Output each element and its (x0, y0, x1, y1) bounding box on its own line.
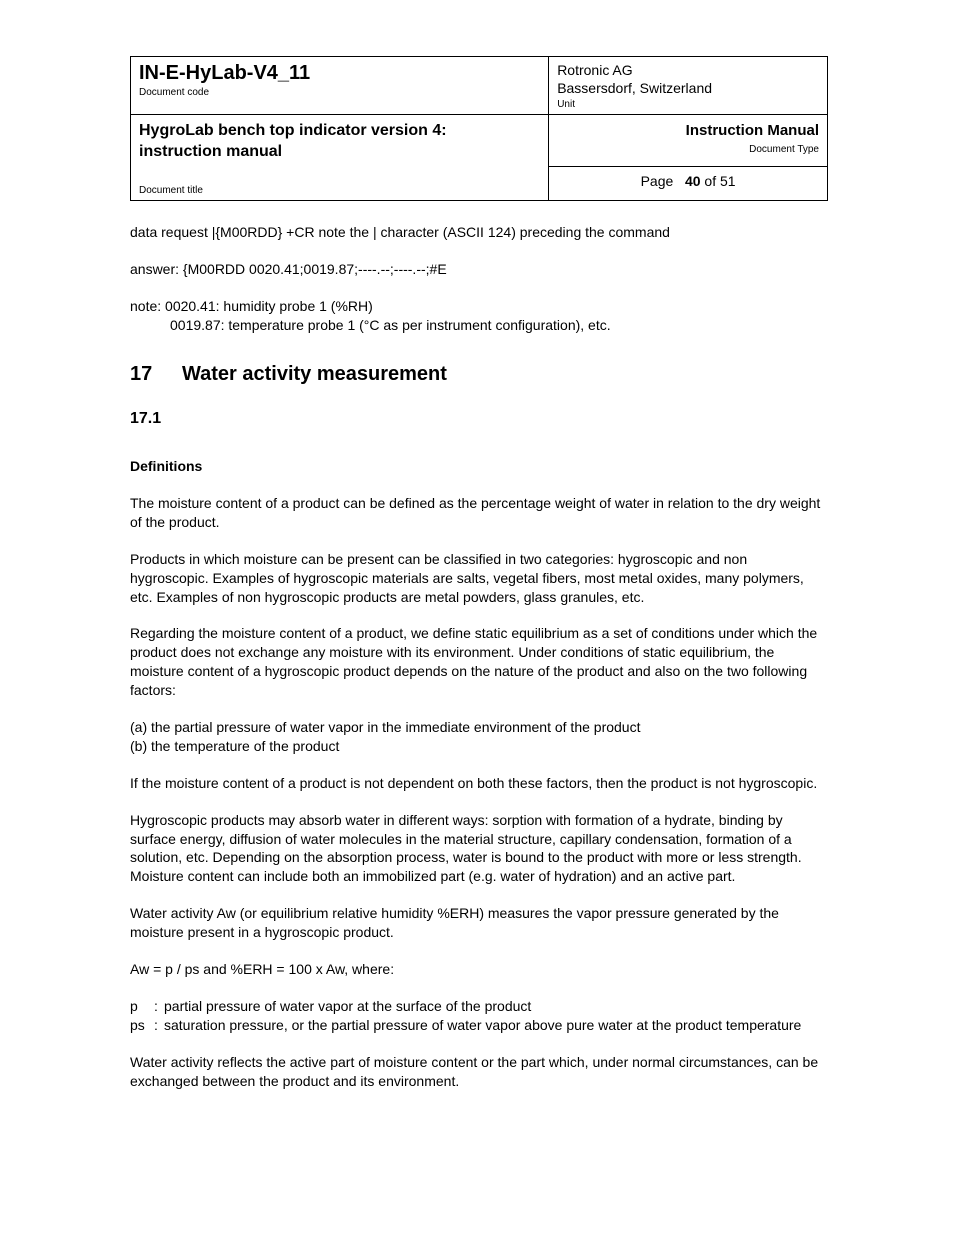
header-table: IN-E-HyLab-V4_11 Document code Rotronic … (130, 56, 828, 201)
doc-title-line2: instruction manual (139, 142, 540, 163)
section-heading: 17Water activity measurement (130, 361, 828, 388)
company-line1: Rotronic AG (557, 61, 819, 79)
page-current: 40 (685, 173, 701, 189)
paragraph-1: The moisture content of a product can be… (130, 494, 828, 532)
header-cell-manual: Instruction Manual Document Type (549, 115, 828, 167)
paragraph-9: Water activity reflects the active part … (130, 1053, 828, 1091)
data-request-line: data request |{M00RDD} +CR note the | ch… (130, 223, 828, 242)
symbol-ps-desc: saturation pressure, or the partial pres… (164, 1016, 828, 1035)
doc-code-label: Document code (139, 87, 540, 98)
page-of: of 51 (701, 173, 736, 189)
definitions-heading: Definitions (130, 457, 828, 476)
header-cell-doctitle: HygroLab bench top indicator version 4: … (131, 115, 549, 201)
paragraph-7: Water activity Aw (or equilibrium relati… (130, 904, 828, 942)
instruction-manual: Instruction Manual (557, 121, 819, 141)
answer-line: answer: {M00RDD 0020.41;0019.87;----.--;… (130, 260, 828, 279)
note-block: note: 0020.41: humidity probe 1 (%RH) 00… (130, 297, 828, 335)
document-page: IN-E-HyLab-V4_11 Document code Rotronic … (0, 0, 954, 1235)
paragraph-5: If the moisture content of a product is … (130, 774, 828, 793)
doc-code: IN-E-HyLab-V4_11 (139, 61, 540, 85)
colon: : (154, 1016, 164, 1035)
body-content: data request |{M00RDD} +CR note the | ch… (130, 223, 828, 1091)
factors-list: (a) the partial pressure of water vapor … (130, 718, 828, 756)
paragraph-8: Aw = p / ps and %ERH = 100 x Aw, where: (130, 960, 828, 979)
unit-label: Unit (557, 99, 819, 110)
doc-title-line1: HygroLab bench top indicator version 4: (139, 121, 540, 142)
doc-title-label: Document title (139, 185, 540, 196)
header-cell-doccode: IN-E-HyLab-V4_11 Document code (131, 57, 549, 115)
symbol-definitions: p : partial pressure of water vapor at t… (130, 997, 828, 1035)
section-title: Water activity measurement (182, 363, 447, 385)
note-line1: note: 0020.41: humidity probe 1 (%RH) (130, 297, 828, 316)
definitions-body: The moisture content of a product can be… (130, 494, 828, 1090)
header-cell-company: Rotronic AG Bassersdorf, Switzerland Uni… (549, 57, 828, 115)
factor-b: (b) the temperature of the product (130, 737, 828, 756)
symbol-row-ps: ps : saturation pressure, or the partial… (130, 1016, 828, 1035)
document-type-label: Document Type (557, 144, 819, 155)
symbol-p-desc: partial pressure of water vapor at the s… (164, 997, 828, 1016)
paragraph-2: Products in which moisture can be presen… (130, 550, 828, 607)
section-number: 17 (130, 361, 182, 388)
symbol-row-p: p : partial pressure of water vapor at t… (130, 997, 828, 1016)
note-line2: 0019.87: temperature probe 1 (°C as per … (130, 316, 828, 335)
header-cell-page: Page 40 of 51 (549, 167, 828, 201)
paragraph-6: Hygroscopic products may absorb water in… (130, 811, 828, 887)
subsection-heading: 17.1 (130, 408, 828, 430)
symbol-p: p (130, 997, 154, 1016)
paragraph-3: Regarding the moisture content of a prod… (130, 624, 828, 700)
page-indicator: Page 40 of 51 (557, 173, 819, 189)
page-label: Page (641, 173, 674, 189)
company-line2: Bassersdorf, Switzerland (557, 79, 819, 97)
symbol-ps: ps (130, 1016, 154, 1035)
colon: : (154, 997, 164, 1016)
factor-a: (a) the partial pressure of water vapor … (130, 718, 828, 737)
